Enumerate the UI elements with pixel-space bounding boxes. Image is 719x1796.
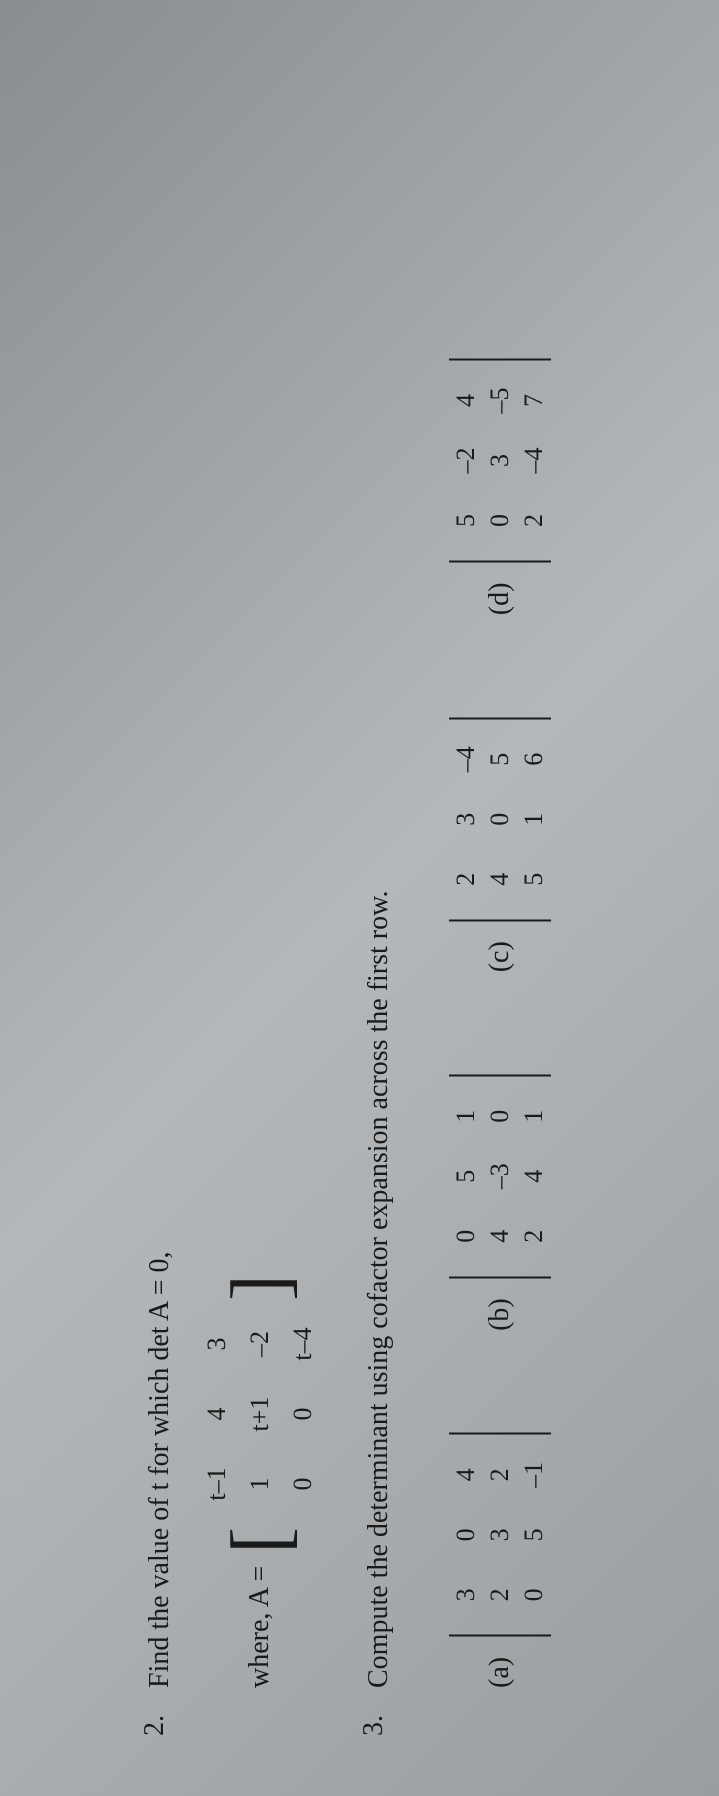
matrix-cell: t–1 xyxy=(195,1449,238,1519)
option-label: (b) xyxy=(484,1298,516,1331)
matrix-cell: –1 xyxy=(517,1445,551,1505)
det-bar-left xyxy=(449,1276,551,1278)
matrix-a: [ t–1 4 3 1 t+1 –2 0 xyxy=(191,1274,328,1553)
matrix-cell: –2 xyxy=(449,431,483,491)
matrix-cell: 3 xyxy=(483,431,517,491)
page-content: 2. Find the value of t for which det A =… xyxy=(0,0,719,1796)
matrix-cell: 6 xyxy=(517,729,551,789)
matrix-body: 0 5 1 4 –3 0 2 4 1 xyxy=(445,1078,555,1274)
matrix-cell: 3 xyxy=(195,1309,238,1379)
matrix-cell: 4 xyxy=(517,1146,551,1206)
problem-text: Compute the determinant using cofactor e… xyxy=(358,60,400,1688)
options-container: (a) 3 0 4 2 3 2 0 5 xyxy=(445,60,580,1688)
det-bar-left xyxy=(449,919,551,921)
matrix-cell: 2 xyxy=(517,1206,551,1266)
option-b: (b) 0 5 1 4 –3 0 2 4 xyxy=(445,1072,555,1331)
option-a: (a) 3 0 4 2 3 2 0 5 xyxy=(445,1431,555,1688)
option-d: (d) 5 –2 4 0 3 –5 2 –4 xyxy=(445,357,555,616)
matrix-cell: 0 xyxy=(483,491,517,551)
matrix-cell: 0 xyxy=(483,1086,517,1146)
matrix-cell: 0 xyxy=(449,1206,483,1266)
matrix-cell: 1 xyxy=(517,789,551,849)
matrix-cell: 2 xyxy=(483,1565,517,1625)
determinant-b: 0 5 1 4 –3 0 2 4 1 xyxy=(445,1072,555,1280)
matrix-body: t–1 4 3 1 t+1 –2 0 0 t–4 xyxy=(191,1301,328,1527)
option-label: (c) xyxy=(484,941,516,972)
matrix-body: 5 –2 4 0 3 –5 2 –4 7 xyxy=(445,363,555,559)
matrix-cell: 0 xyxy=(281,1379,324,1449)
det-bar-left xyxy=(449,1635,551,1637)
problem-content: Find the value of t for which det A = 0,… xyxy=(139,60,328,1688)
matrix-cell: 4 xyxy=(483,1206,517,1266)
determinant-d: 5 –2 4 0 3 –5 2 –4 7 xyxy=(445,357,555,565)
det-bar-right xyxy=(449,1074,551,1076)
where-label: where, A = xyxy=(239,1566,281,1688)
bracket-left: [ xyxy=(228,1527,292,1554)
matrix-cell: 0 xyxy=(449,1505,483,1565)
matrix-cell: t+1 xyxy=(238,1379,281,1449)
matrix-cell: 0 xyxy=(517,1565,551,1625)
matrix-cell: 2 xyxy=(449,849,483,909)
problem-2: 2. Find the value of t for which det A =… xyxy=(139,60,328,1736)
matrix-cell: 1 xyxy=(238,1449,281,1519)
bracket-right: ] xyxy=(228,1274,292,1301)
matrix-body: 2 3 –4 4 0 5 5 1 6 xyxy=(445,721,555,917)
matrix-cell: 4 xyxy=(195,1379,238,1449)
matrix-cell: 5 xyxy=(517,1505,551,1565)
matrix-cell: –4 xyxy=(517,431,551,491)
matrix-cell: t–4 xyxy=(281,1309,324,1379)
matrix-cell: 5 xyxy=(449,491,483,551)
matrix-cell: 4 xyxy=(449,1445,483,1505)
matrix-cell: 3 xyxy=(449,1565,483,1625)
matrix-cell: 0 xyxy=(483,789,517,849)
matrix-cell: 1 xyxy=(449,1086,483,1146)
determinant-c: 2 3 –4 4 0 5 5 1 6 xyxy=(445,715,555,923)
matrix-cell: –2 xyxy=(238,1309,281,1379)
matrix-cell: –3 xyxy=(483,1146,517,1206)
determinant-a: 3 0 4 2 3 2 0 5 –1 xyxy=(445,1431,555,1639)
det-bar-left xyxy=(449,561,551,563)
det-bar-right xyxy=(449,1433,551,1435)
problem-text: Find the value of t for which det A = 0, xyxy=(139,60,181,1688)
problem-number: 3. xyxy=(358,1706,390,1736)
matrix-cell: 3 xyxy=(449,789,483,849)
matrix-cell: 5 xyxy=(483,729,517,789)
matrix-cell: –5 xyxy=(483,371,517,431)
matrix-cell: 7 xyxy=(517,371,551,431)
matrix-cell: 4 xyxy=(483,849,517,909)
matrix-cell: –4 xyxy=(449,729,483,789)
matrix-definition: where, A = [ t–1 4 3 1 t+1 –2 xyxy=(191,60,328,1688)
option-label: (a) xyxy=(484,1657,516,1688)
problem-content: Compute the determinant using cofactor e… xyxy=(358,60,400,1688)
matrix-cell: 1 xyxy=(517,1086,551,1146)
matrix-cell: 4 xyxy=(449,371,483,431)
matrix-cell: 2 xyxy=(483,1445,517,1505)
matrix-cell: 0 xyxy=(281,1449,324,1519)
option-c: (c) 2 3 –4 4 0 5 5 1 xyxy=(445,715,555,972)
matrix-cell: 5 xyxy=(517,849,551,909)
det-bar-right xyxy=(449,359,551,361)
det-bar-right xyxy=(449,717,551,719)
matrix-body: 3 0 4 2 3 2 0 5 –1 xyxy=(445,1437,555,1633)
matrix-cell: 2 xyxy=(517,491,551,551)
matrix-cell: 5 xyxy=(449,1146,483,1206)
option-label: (d) xyxy=(484,583,516,616)
matrix-cell: 3 xyxy=(483,1505,517,1565)
problem-number: 2. xyxy=(139,1706,171,1736)
problem-3: 3. Compute the determinant using cofacto… xyxy=(358,60,400,1736)
